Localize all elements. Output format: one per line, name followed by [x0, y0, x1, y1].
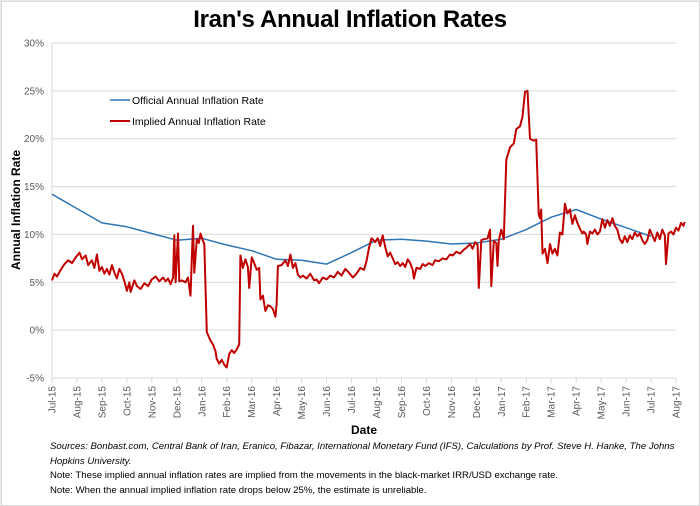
- note-unreliable: Note: When the annual implied inflation …: [50, 484, 427, 496]
- x-tick-label: Sep-15: [97, 386, 108, 419]
- x-axis-title: Date: [351, 423, 377, 437]
- x-tick-label: Apr-17: [572, 386, 583, 416]
- x-tick-label: Jun-17: [622, 386, 633, 417]
- x-tick-label: Apr-16: [272, 386, 283, 416]
- chart-title: Iran's Annual Inflation Rates: [193, 6, 507, 33]
- legend-label-implied: Implied Annual Inflation Rate: [132, 116, 266, 128]
- x-tick-label: Aug-17: [672, 386, 683, 419]
- x-tick-label: May-16: [297, 386, 308, 420]
- legend-label-official: Official Annual Inflation Rate: [132, 95, 264, 107]
- legend: Official Annual Inflation Rate Implied A…: [110, 95, 266, 128]
- x-tick-label: Oct-15: [122, 386, 133, 416]
- series-line-implied: [51, 89, 686, 369]
- x-tick-label: Mar-16: [247, 386, 258, 418]
- x-tick-label: Aug-16: [372, 386, 383, 419]
- x-tick-label: Aug-15: [72, 386, 83, 419]
- x-tick-label: May-17: [597, 386, 608, 420]
- x-tick-label: Jan-16: [197, 386, 208, 417]
- y-tick-label: 5%: [30, 278, 45, 289]
- y-tick-labels: -5% 0% 5% 10% 15% 20% 25% 30%: [24, 39, 44, 385]
- y-tick-label: 0%: [30, 326, 45, 337]
- x-tick-label: Dec-15: [172, 386, 183, 419]
- y-tick-label: 30%: [24, 39, 44, 50]
- x-tick-label: Feb-17: [522, 386, 533, 418]
- y-tick-label: 20%: [24, 134, 44, 145]
- y-axis-title: Annual Inflation Rate: [9, 150, 23, 270]
- x-axis: Jul-15 Aug-15 Sep-15 Oct-15 Nov-15 Dec-15 Jan-…: [48, 377, 683, 420]
- series-lines: [51, 89, 686, 369]
- y-tick-label: 10%: [24, 230, 44, 241]
- x-tick-label: Mar-17: [547, 386, 558, 418]
- gridlines: [51, 42, 676, 379]
- x-tick-label: Oct-16: [422, 386, 433, 416]
- x-tick-label: Jul-16: [347, 386, 358, 414]
- x-tick-label: Nov-15: [147, 386, 158, 419]
- note-implied-rates: Note: These implied annual inflation rat…: [50, 470, 558, 481]
- sources-note: Sources: Bonbast.com, Central Bank of Ir…: [50, 441, 675, 467]
- series-line-official: [51, 193, 652, 265]
- chart-notes: Sources: Bonbast.com, Central Bank of Ir…: [50, 440, 690, 498]
- y-tick-label: 25%: [24, 86, 44, 97]
- x-tick-label: Dec-16: [472, 386, 483, 419]
- x-tick-label: Nov-16: [447, 386, 458, 419]
- x-tick-label: Jul-17: [647, 386, 658, 414]
- x-tick-label: Jul-15: [48, 386, 59, 414]
- y-tick-label: 15%: [24, 182, 44, 193]
- x-tick-label: Jan-17: [497, 386, 508, 417]
- x-tick-label: Feb-16: [222, 386, 233, 418]
- y-tick-label: -5%: [26, 374, 44, 385]
- x-tick-label: Sep-16: [397, 386, 408, 419]
- x-tick-label: Jun-16: [322, 386, 333, 417]
